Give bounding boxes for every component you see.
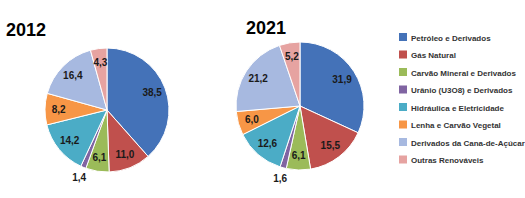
legend-label: Derivados da Cana-de-Açúcar [411, 139, 525, 148]
data-label: 6,0 [245, 114, 259, 125]
pie-chart: 2012 38,5 11,0 6,1 1,4 14,2 8,2 16,4 4,3 [6, 20, 169, 183]
data-label: 1,6 [273, 173, 287, 184]
data-label: 16,4 [63, 70, 83, 81]
legend-label: Outras Renováveis [411, 156, 484, 165]
legend: Petróleo e Derivados Gás Natural Carvão Mi… [399, 33, 525, 165]
legend-label: Gás Natural [411, 51, 456, 60]
pie-slice [107, 110, 148, 172]
data-label: 8,2 [52, 104, 66, 115]
data-label: 1,4 [72, 172, 86, 183]
legend-label: Lenha e Carvão Vegetal [411, 121, 501, 130]
legend-swatch [399, 103, 407, 111]
pie-slice [47, 50, 107, 110]
pie-chart: 2021 31,9 15,5 6,1 1,6 12,6 6,0 21,2 5,2 [236, 18, 364, 184]
chart-title: 2021 [246, 18, 286, 38]
legend-swatch [399, 68, 407, 76]
pie-slice [279, 42, 300, 106]
legend-swatch [399, 138, 407, 146]
legend-label: Petróleo e Derivados [411, 34, 491, 43]
data-label: 11,0 [115, 149, 134, 160]
data-label: 14,2 [60, 135, 80, 146]
legend-swatch [399, 156, 407, 164]
data-label: 31,9 [332, 74, 352, 85]
data-label: 6,1 [92, 152, 106, 163]
chart: 2012 38,5 11,0 6,1 1,4 14,2 8,2 16,4 4,3 Petróleo… [0, 0, 525, 198]
data-labels: 38,5 11,0 6,1 1,4 14,2 8,2 16,4 4,3 [52, 57, 163, 183]
legend-swatch [399, 33, 407, 41]
data-label: 38,5 [142, 87, 162, 98]
data-label: 12,6 [258, 138, 278, 149]
legend-swatch [399, 51, 407, 59]
legend-label: Carvão Mineral e Derivados [411, 69, 516, 78]
pie-slice [90, 48, 107, 110]
data-label: 5,2 [285, 51, 299, 62]
legend-label: Urânio (U3O8) e Derivados [411, 86, 513, 95]
chart-title: 2012 [6, 20, 46, 40]
data-label: 21,2 [248, 73, 268, 84]
legend-label: Hidráulica e Eletricidade [411, 104, 504, 113]
data-label: 4,3 [94, 57, 108, 68]
data-label: 15,5 [321, 140, 341, 151]
data-labels: 31,9 15,5 6,1 1,6 12,6 6,0 21,2 5,2 [245, 51, 352, 184]
legend-swatch [399, 121, 407, 129]
legend-swatch [399, 86, 407, 94]
data-label: 6,1 [292, 150, 306, 161]
